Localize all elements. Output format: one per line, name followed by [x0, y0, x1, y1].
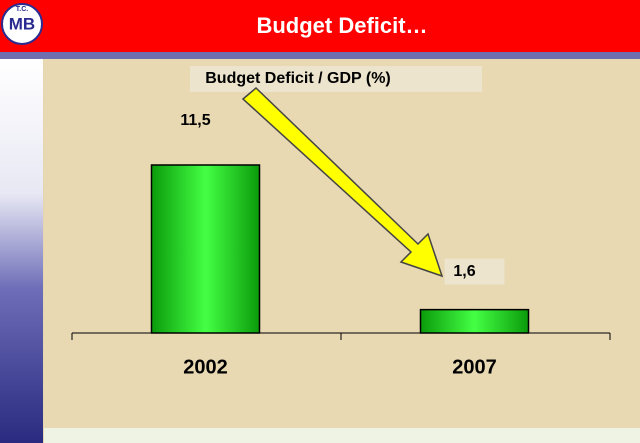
title-box	[190, 66, 482, 92]
value-label-box	[444, 258, 505, 285]
bar	[419, 308, 530, 334]
logo	[1, 3, 43, 45]
x-tick-label: 2002	[183, 356, 228, 378]
value-label: 11,5	[180, 112, 210, 129]
x-tick-label: 2007	[452, 356, 497, 378]
header-strip	[0, 52, 640, 59]
slide-title: Budget Deficit…	[256, 13, 427, 38]
header-band	[0, 0, 640, 52]
texture	[44, 58, 640, 428]
bar	[150, 164, 261, 334]
sidebar	[0, 59, 43, 443]
value-label: 1,6	[453, 263, 475, 280]
trend-arrow	[241, 86, 444, 278]
logo-top: T.C.	[16, 6, 29, 13]
footer-strip	[44, 428, 640, 443]
chart-title: Budget Deficit / GDP (%)	[205, 70, 391, 87]
logo-mark: MB	[9, 14, 35, 33]
